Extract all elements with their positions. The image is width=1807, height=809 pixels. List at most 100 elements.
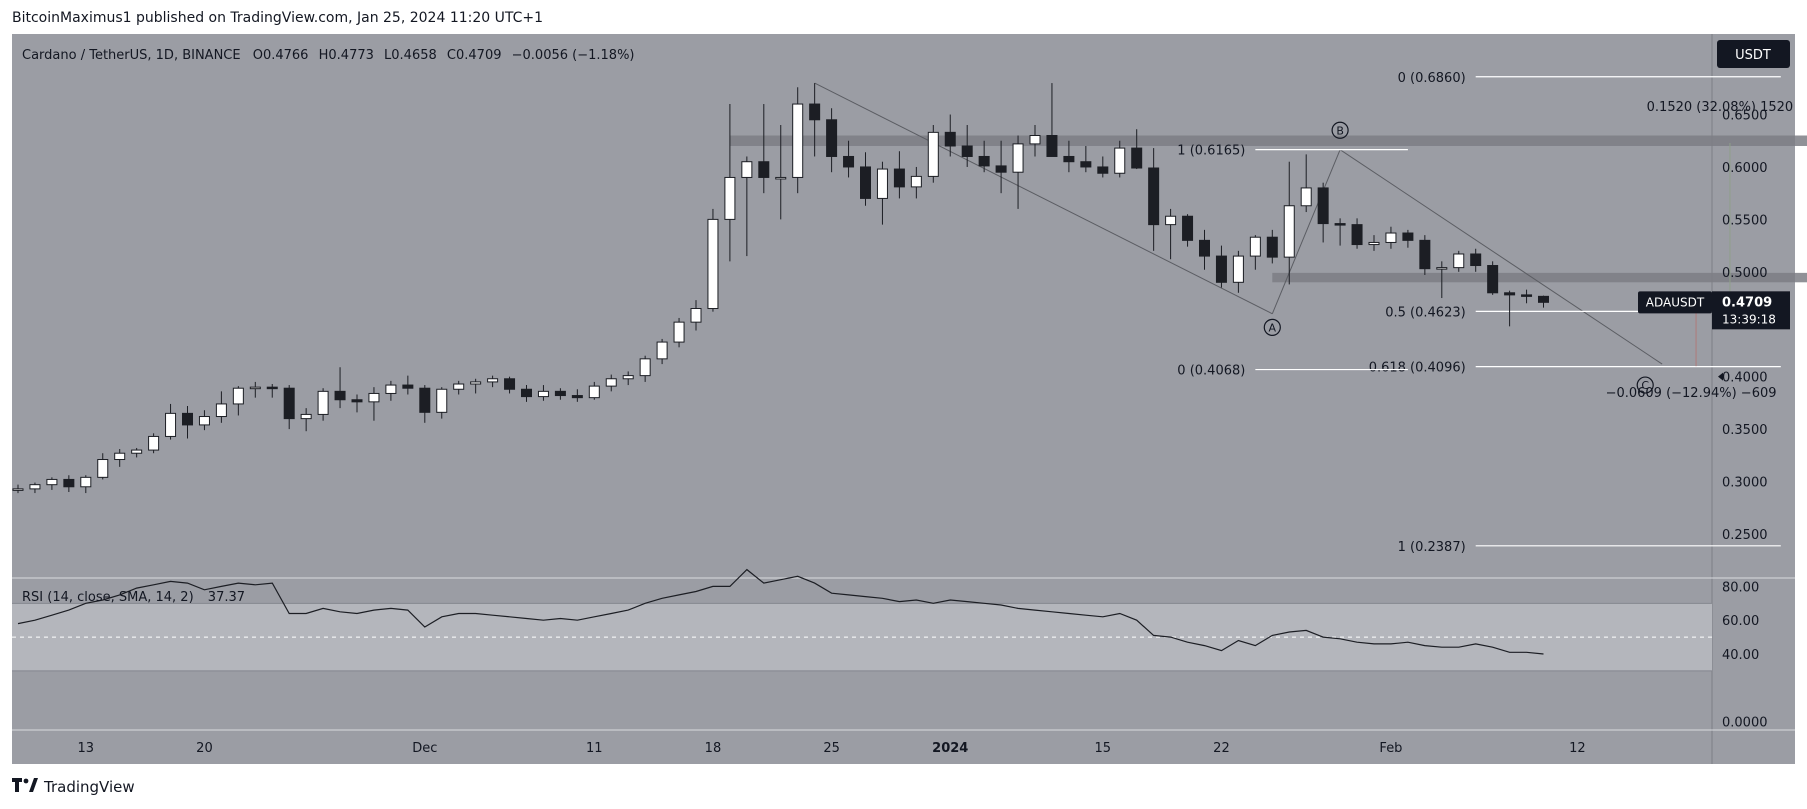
- candle: [1300, 154, 1312, 213]
- candle: [1080, 145, 1092, 173]
- candle: [1249, 235, 1261, 270]
- price-scale[interactable]: [1712, 34, 1795, 764]
- symbol-title: Cardano / TetherUS, 1D, BINANCE: [22, 48, 241, 63]
- candle-body: [537, 390, 549, 398]
- candle-body: [1385, 232, 1397, 243]
- wave-letter: A: [1269, 321, 1277, 334]
- candle: [826, 108, 838, 173]
- candle-body: [80, 476, 92, 488]
- candle: [232, 386, 244, 416]
- candle: [165, 403, 177, 440]
- candle: [741, 156, 753, 257]
- candle: [402, 375, 414, 395]
- candle: [758, 104, 770, 194]
- candle-body: [826, 119, 838, 157]
- time-tick-label: 2024: [932, 741, 968, 756]
- candle: [334, 367, 346, 409]
- candle-body: [843, 155, 855, 168]
- symbol-legend[interactable]: Cardano / TetherUS, 1D, BINANCE O0.4766 …: [22, 48, 635, 63]
- candle: [215, 391, 227, 423]
- tradingview-logo[interactable]: TradingView: [12, 778, 135, 796]
- candle-body: [927, 131, 939, 177]
- candle: [80, 475, 92, 494]
- candle-body: [148, 435, 160, 451]
- candle: [775, 125, 787, 220]
- price-tick-label: 0.2500: [1722, 528, 1768, 543]
- rsi-tick-label: 60.00: [1722, 614, 1759, 629]
- candle-body: [673, 321, 685, 343]
- candle-body: [266, 386, 278, 390]
- fib-level-label: 0 (0.4068): [1177, 364, 1245, 379]
- candle: [537, 385, 549, 401]
- candle: [995, 140, 1007, 194]
- candle: [1215, 245, 1227, 288]
- currency-button[interactable]: USDT: [1717, 40, 1790, 68]
- candle-body: [1436, 267, 1448, 270]
- candle-body: [1114, 147, 1126, 174]
- candle-body: [1300, 187, 1312, 207]
- candle: [131, 447, 143, 458]
- candle-body: [588, 385, 600, 399]
- candle-body: [1521, 294, 1533, 297]
- candle-body: [131, 449, 143, 454]
- candle: [1436, 261, 1448, 299]
- candle: [29, 482, 41, 494]
- svg-text:Cardano / TetherUS, 1D, BINANC: Cardano / TetherUS, 1D, BINANCE O0.4766 …: [22, 48, 635, 63]
- candle-body: [995, 165, 1007, 173]
- candle-body: [1199, 239, 1210, 257]
- candle-body: [741, 161, 753, 178]
- candle-body: [1097, 166, 1109, 174]
- low-label: L: [384, 48, 392, 63]
- candle: [487, 375, 499, 388]
- currency-button-label: USDT: [1735, 48, 1771, 63]
- candle: [944, 114, 956, 157]
- candle-body: [1419, 239, 1431, 270]
- candle-body: [504, 378, 516, 390]
- candle: [1504, 290, 1516, 327]
- time-tick-label: 11: [586, 741, 603, 756]
- time-tick-label: Feb: [1379, 741, 1402, 756]
- candle: [453, 380, 465, 395]
- candle: [1148, 148, 1160, 251]
- candle: [300, 408, 312, 432]
- candle: [571, 389, 583, 402]
- candle-body: [436, 388, 448, 413]
- candle: [843, 140, 855, 178]
- candle-body: [1453, 253, 1465, 269]
- tradingview-logo-text: TradingView: [44, 778, 135, 796]
- fib-level-label: 0.5 (0.4623): [1385, 305, 1465, 320]
- fib-level-label: 1 (0.2387): [1398, 540, 1466, 555]
- candle: [1334, 218, 1346, 246]
- price-tick-label: 0.4000: [1722, 371, 1768, 386]
- candle-body: [46, 478, 58, 486]
- candle-body: [300, 413, 312, 420]
- measure-label: −0.0609 (−12.94%) −609: [1606, 386, 1777, 401]
- candle: [876, 161, 888, 225]
- price-tick-label: 0.6000: [1722, 161, 1768, 176]
- time-axis-bg: [12, 730, 1712, 764]
- measure-label: 0.1520 (32.08%) 1520: [1647, 100, 1794, 115]
- candle-body: [707, 218, 719, 310]
- rsi-legend[interactable]: RSI (14, close, SMA, 14, 2) 37.37: [22, 590, 245, 605]
- candle-body: [690, 308, 702, 323]
- candle-body: [521, 388, 532, 398]
- last-price-tag: ADAUSDT 0.4709 13:39:18: [1638, 291, 1790, 330]
- candle: [385, 380, 397, 401]
- wave-letter: B: [1336, 124, 1344, 137]
- wave-label-b: B: [1331, 121, 1349, 139]
- high-value: 0.4773: [328, 48, 374, 63]
- candle-body: [1182, 215, 1194, 241]
- price-tick-label: 0.6500: [1722, 109, 1768, 124]
- candle-body: [317, 390, 329, 415]
- wave-label-c: C: [1636, 376, 1654, 394]
- candle: [198, 410, 210, 431]
- candle-body: [1063, 155, 1075, 163]
- candle-body: [215, 403, 227, 418]
- candle: [690, 300, 702, 331]
- candle: [639, 355, 651, 382]
- price-tick-label: 0.3000: [1722, 476, 1768, 491]
- time-tick-label: Dec: [412, 741, 437, 756]
- price-tick-label: 0.3500: [1722, 423, 1768, 438]
- wave-circle: [1636, 376, 1654, 394]
